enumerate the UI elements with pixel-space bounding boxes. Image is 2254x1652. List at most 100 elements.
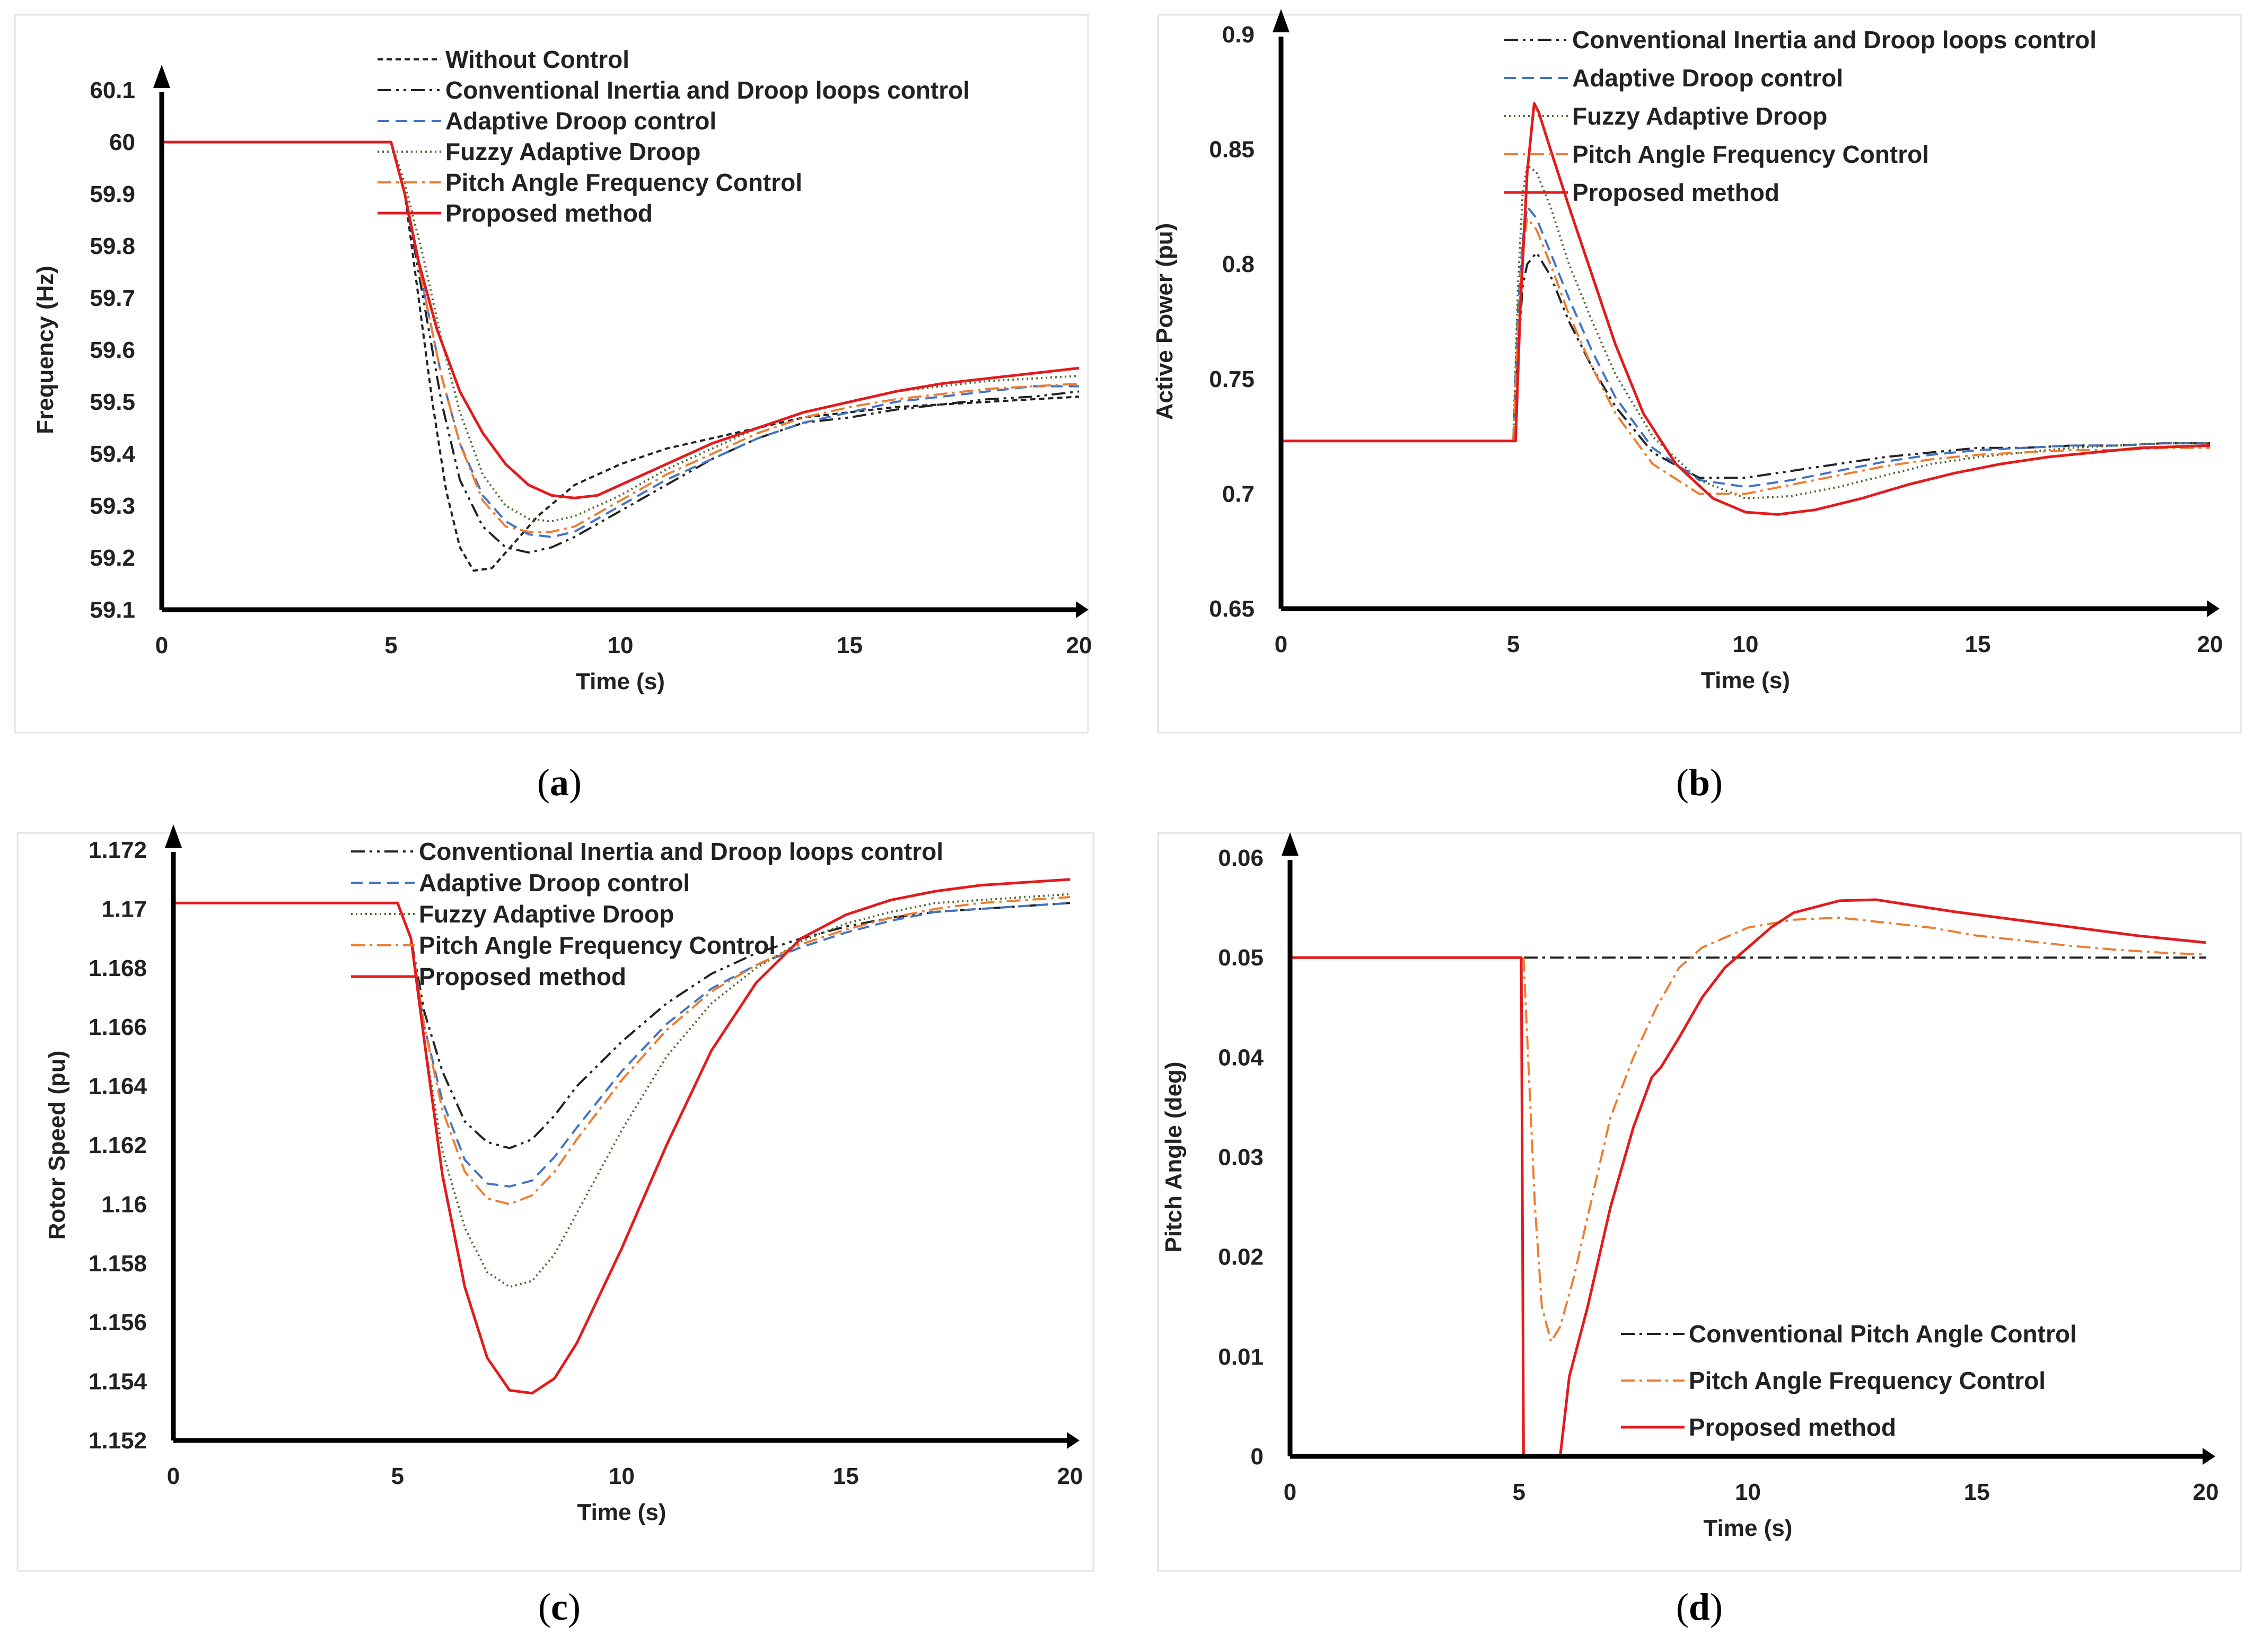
legend: Conventional Inertia and Droop loops con…	[1504, 26, 2097, 206]
x-tick-label: 15	[1964, 1479, 1990, 1505]
panel-caption: (b)	[1676, 761, 1723, 804]
series-line-6	[162, 140, 1079, 499]
series-line-2	[1290, 916, 2206, 1343]
panel-caption: (a)	[537, 761, 582, 804]
y-axis-label: Active Power (pu)	[1152, 223, 1178, 420]
legend-label: Adaptive Droop control	[445, 107, 716, 135]
series-line-3	[1290, 898, 2206, 1456]
panel-frame	[1157, 14, 2242, 734]
y-tick-label: 59.3	[90, 493, 135, 519]
chart-panel-b: 0 5 10 15 20 0.65 0.7 0.75 0.8 0.85 0.9 Time (s) Act…	[1152, 9, 2242, 804]
legend-label: Without Control	[445, 46, 629, 73]
legend-label: Adaptive Droop control	[419, 869, 690, 897]
y-tick-label: 59.4	[90, 441, 135, 467]
y-tick-label: 59.8	[90, 233, 135, 259]
legend-label: Conventional Inertia and Droop loops con…	[1572, 26, 2097, 54]
legend-label: Proposed method	[1572, 179, 1779, 206]
chart-panel-a: 0 5 10 15 20 59.1 59.2 59.3 59.4 59.5 59.6 59.7 59.8…	[14, 14, 1092, 804]
x-axis-arrow	[2207, 600, 2220, 617]
y-tick-label: 0.04	[1218, 1044, 1264, 1070]
y-tick-label: 0.05	[1218, 945, 1264, 971]
x-tick-label: 5	[384, 632, 397, 658]
x-tick-label: 15	[833, 1463, 859, 1489]
y-tick-label: 1.17	[101, 896, 147, 922]
y-tick-label: 0.01	[1218, 1344, 1264, 1370]
y-tick-label: 59.5	[90, 389, 135, 415]
x-tick-label: 20	[2197, 631, 2223, 657]
x-axis-label: Time (s)	[577, 1499, 666, 1525]
legend-label: Proposed method	[419, 963, 626, 990]
y-tick-label: 0.7	[1222, 481, 1255, 507]
y-tick-label: 1.152	[89, 1428, 147, 1454]
x-axis-label: Time (s)	[576, 669, 665, 695]
legend-label: Pitch Angle Frequency Control	[1689, 1367, 2046, 1394]
series-line-4	[1281, 217, 2210, 495]
y-axis-arrow	[1273, 9, 1290, 32]
series-group	[1290, 898, 2206, 1456]
x-tick-label: 5	[391, 1463, 404, 1489]
legend-label: Pitch Angle Frequency Control	[1572, 140, 1929, 168]
series-line-1	[1281, 251, 2210, 479]
legend: Conventional Inertia and Droop loops con…	[351, 838, 943, 990]
series-line-5	[162, 141, 1079, 533]
legend-label: Fuzzy Adaptive Droop	[419, 900, 674, 928]
panel-frame	[1157, 832, 2242, 1572]
series-line-4	[173, 896, 1070, 1206]
series-line-2	[162, 141, 1079, 554]
y-axis-label: Rotor Speed (pu)	[44, 1051, 70, 1240]
legend-label: Proposed method	[1689, 1413, 1896, 1441]
series-group	[162, 140, 1079, 572]
x-tick-label: 10	[1733, 631, 1759, 657]
x-axis-arrow	[1076, 601, 1089, 618]
y-tick-label: 0	[1251, 1444, 1264, 1470]
legend-label: Pitch Angle Frequency Control	[419, 932, 776, 959]
x-tick-label: 20	[1057, 1463, 1083, 1489]
x-tick-label: 20	[1066, 632, 1092, 658]
series-line-1	[173, 902, 1070, 1149]
y-axis-label: Frequency (Hz)	[32, 266, 58, 434]
y-tick-label: 1.162	[89, 1132, 147, 1158]
series-line-2	[173, 902, 1070, 1188]
y-tick-label: 0.02	[1218, 1244, 1264, 1270]
y-axis-arrow	[1282, 832, 1299, 856]
x-tick-label: 15	[1965, 631, 1991, 657]
x-tick-label: 20	[2193, 1479, 2219, 1505]
panel-frame	[14, 14, 1089, 734]
legend-label: Conventional Inertia and Droop loops con…	[419, 838, 943, 865]
y-axis-arrow	[165, 824, 182, 848]
y-tick-label: 0.9	[1222, 22, 1255, 48]
x-tick-label: 10	[608, 632, 634, 658]
y-tick-label: 1.154	[89, 1369, 147, 1395]
y-tick-label: 60	[109, 129, 135, 155]
y-tick-label: 0.65	[1209, 596, 1255, 622]
y-axis-label: Pitch Angle (deg)	[1161, 1061, 1187, 1252]
x-axis-arrow	[2203, 1448, 2215, 1465]
legend-label: Fuzzy Adaptive Droop	[445, 138, 700, 165]
series-line-1	[162, 141, 1079, 572]
legend-label: Conventional Pitch Angle Control	[1689, 1320, 2077, 1348]
y-tick-label: 60.1	[90, 77, 135, 103]
x-tick-label: 0	[1284, 1479, 1296, 1505]
y-tick-label: 1.166	[89, 1014, 147, 1040]
y-tick-label: 59.9	[90, 181, 135, 207]
chart-panel-c: 0 5 10 15 20 1.152 1.154 1.156 1.158 1.16 1.162 1.1…	[16, 824, 1094, 1628]
series-group	[1281, 102, 2210, 516]
x-tick-label: 5	[1513, 1479, 1525, 1505]
panel-frame	[16, 832, 1094, 1572]
x-axis-label: Time (s)	[1704, 1515, 1793, 1541]
y-tick-label: 59.1	[90, 597, 135, 623]
legend-label: Pitch Angle Frequency Control	[445, 169, 802, 196]
y-tick-label: 0.8	[1222, 251, 1255, 277]
y-tick-label: 1.168	[89, 955, 147, 981]
legend: Without Control Conventional Inertia and …	[378, 46, 970, 227]
x-tick-label: 10	[1735, 1479, 1761, 1505]
series-line-5	[1281, 102, 2210, 516]
x-tick-label: 5	[1507, 631, 1520, 657]
y-tick-label: 1.164	[89, 1074, 147, 1100]
panel-caption: (c)	[538, 1586, 581, 1628]
legend-label: Proposed method	[445, 199, 653, 227]
y-tick-label: 59.6	[90, 337, 135, 363]
legend: Conventional Pitch Angle Control Pitch An…	[1621, 1320, 2077, 1441]
y-tick-label: 1.156	[89, 1310, 147, 1335]
